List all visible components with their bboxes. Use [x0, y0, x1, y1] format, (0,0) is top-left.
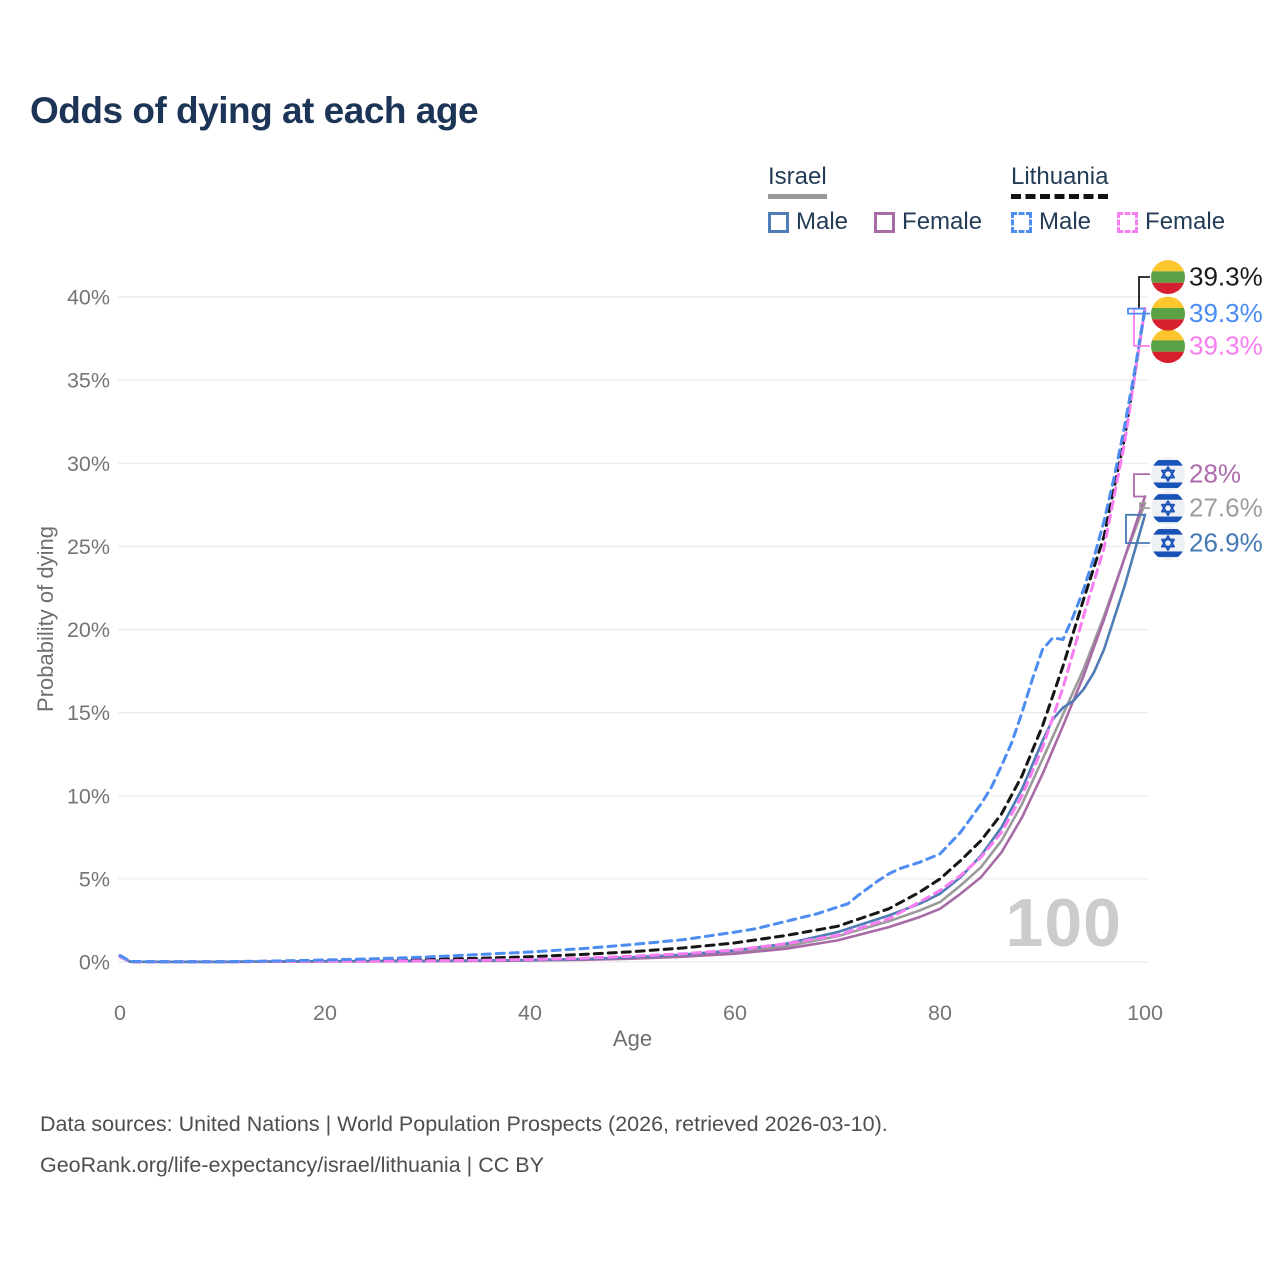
- series-end-label: 39.3%: [1189, 262, 1263, 292]
- x-tick-label: 100: [1127, 1001, 1163, 1025]
- lithuania-flag-icon: [1151, 329, 1185, 364]
- series-line-israel: [118, 501, 1147, 964]
- legend-item-label: Male: [796, 208, 849, 235]
- series-end-label: 27.6%: [1189, 493, 1263, 523]
- israel-flag-icon: [1151, 457, 1185, 492]
- series-end-label: 28%: [1189, 459, 1241, 489]
- y-tick-label: 5%: [79, 867, 110, 891]
- legend-item-israel-male[interactable]: Male: [768, 208, 848, 236]
- israel-flag-icon: [1151, 526, 1185, 561]
- legend-item-israel-female[interactable]: Female: [874, 208, 982, 236]
- y-tick-label: 15%: [67, 701, 110, 725]
- y-tick-label: 40%: [67, 286, 110, 310]
- lithuania-flag-icon: [1151, 296, 1185, 331]
- x-tick-label: 20: [313, 1001, 337, 1025]
- y-tick-label: 20%: [67, 618, 110, 642]
- israel-male-swatch-icon: [768, 211, 789, 233]
- lithuania-flag-icon: [1151, 260, 1185, 295]
- lithuania-female-swatch-icon: [1117, 211, 1139, 233]
- footer: Data sources: United Nations | World Pop…: [40, 1104, 888, 1186]
- legend-item-label: Female: [1145, 208, 1226, 235]
- legend-item-lithuania-male[interactable]: Male: [1011, 208, 1091, 236]
- legend-item-label: Male: [1039, 208, 1092, 235]
- legend-group-lithuania: Lithuania Male Female: [1011, 163, 1225, 236]
- y-tick-label: 30%: [67, 452, 110, 476]
- legend-item-label: Female: [902, 208, 983, 235]
- israel-flag-icon: [1151, 491, 1185, 526]
- legend-header-israel: Israel: [768, 163, 827, 199]
- legend-item-lithuania-female[interactable]: Female: [1117, 208, 1225, 236]
- y-tick-label: 0%: [79, 951, 110, 975]
- legend-group-israel: Israel Male Female: [768, 163, 982, 236]
- israel-female-swatch-icon: [874, 211, 896, 233]
- series-end-label: 39.3%: [1189, 298, 1263, 328]
- page-title: Odds of dying at each age: [30, 90, 479, 131]
- series-end-label: 39.3%: [1189, 331, 1263, 361]
- series-line-israel-female: [118, 495, 1147, 964]
- x-tick-label: 60: [723, 1001, 747, 1025]
- series-line-lithuania-male: [118, 307, 1147, 964]
- x-axis-label: Age: [612, 1026, 653, 1051]
- y-tick-label: 25%: [67, 535, 110, 559]
- y-tick-label: 10%: [67, 784, 110, 808]
- series-line-israel-male: [118, 513, 1147, 964]
- x-tick-label: 40: [518, 1001, 542, 1025]
- y-axis-label: Probability of dying: [33, 526, 58, 712]
- footer-attribution: GeoRank.org/life-expectancy/israel/lithu…: [40, 1153, 544, 1177]
- age-watermark: 100: [1006, 885, 1122, 961]
- label-leader-line: [1139, 502, 1150, 510]
- y-tick-label: 35%: [67, 369, 110, 393]
- label-leader-line: [1127, 307, 1150, 315]
- label-leader-line: [1138, 276, 1150, 310]
- footer-data-sources: Data sources: United Nations | World Pop…: [40, 1112, 888, 1136]
- x-tick-label: 0: [114, 1001, 126, 1025]
- legend-header-lithuania: Lithuania: [1011, 163, 1109, 199]
- label-leader-line: [1125, 513, 1150, 544]
- label-leader-line: [1133, 473, 1150, 498]
- lithuania-male-swatch-icon: [1011, 211, 1032, 233]
- x-tick-label: 80: [928, 1001, 952, 1025]
- series-end-label: 26.9%: [1189, 528, 1263, 558]
